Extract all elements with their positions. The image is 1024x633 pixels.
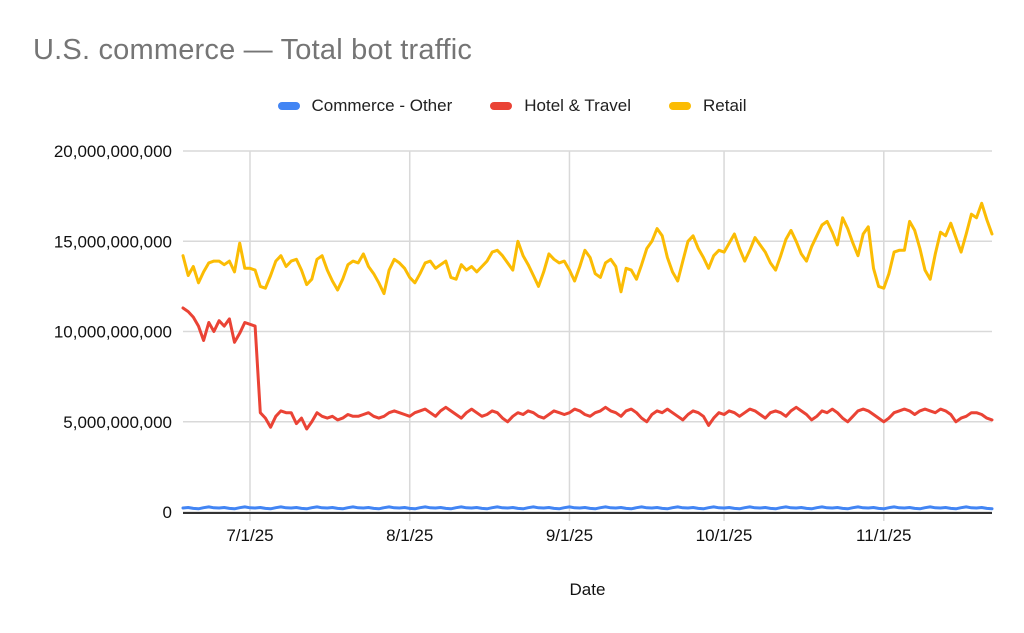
legend-label: Retail [703,96,747,115]
legend-swatch-retail-icon [669,102,692,110]
y-tick-label: 10,000,000,000 [54,323,172,342]
x-tick-label: 9/1/25 [546,526,593,545]
x-tick-label: 7/1/25 [226,526,273,545]
legend-swatch-hotel-travel-icon [490,102,513,110]
y-tick-label: 15,000,000,000 [54,232,172,251]
chart-legend: Commerce - Other Hotel & Travel Retail [0,96,1024,116]
legend-label: Hotel & Travel [524,96,632,115]
legend-item-hotel-travel: Hotel & Travel [490,96,631,116]
x-tick-label: 8/1/25 [386,526,433,545]
x-tick-label: 11/1/25 [856,526,911,545]
series-line-hotel-travel [181,306,994,431]
series-line-retail [181,201,994,296]
y-tick-label: 0 [163,503,172,522]
y-tick-label: 5,000,000,000 [63,413,172,432]
page-title: U.S. commerce — Total bot traffic [33,34,473,66]
y-tick-label: 20,000,000,000 [54,142,172,161]
legend-swatch-commerce-other-icon [277,102,300,110]
legend-label: Commerce - Other [311,96,453,115]
x-axis-title: Date [569,580,606,599]
legend-item-commerce-other: Commerce - Other [277,96,453,116]
legend-item-retail: Retail [669,96,746,116]
x-tick-label: 10/1/25 [696,526,753,545]
series-line-commerce-other [181,505,994,511]
